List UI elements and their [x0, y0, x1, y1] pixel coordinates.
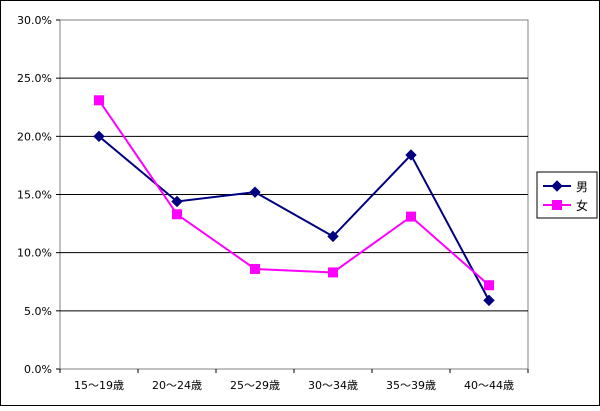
x-tick-label: 25～29歳 [230, 379, 280, 392]
data-point [93, 130, 105, 143]
series-group [93, 95, 495, 307]
series-line [98, 99, 490, 286]
series-male [93, 130, 495, 307]
data-point [172, 209, 182, 220]
y-tick-label: 15.0% [17, 189, 52, 202]
data-point [171, 195, 183, 208]
legend-label: 男 [576, 180, 588, 194]
x-axis-ticks: 15～19歳 20～24歳 25～29歳 30～34歳 35～39歳 40～44歳 [59, 369, 529, 392]
legend-marker [551, 180, 563, 192]
y-tick-label: 10.0% [17, 247, 52, 260]
data-point [327, 230, 339, 243]
y-axis-ticks: 0.0% 5.0% 10.0% 15.0% 20.0% 25.0% 30.0% [17, 14, 60, 376]
x-tick-label: 30～34歳 [308, 379, 358, 392]
data-point [249, 186, 261, 198]
x-tick-label: 40～44歳 [464, 379, 514, 392]
gridlines [60, 77, 528, 312]
data-point [484, 280, 494, 291]
y-tick-label: 30.0% [17, 14, 52, 27]
legend-item: 男 [543, 180, 588, 194]
data-point [250, 263, 260, 274]
data-point [328, 267, 338, 278]
data-point [94, 95, 104, 106]
x-tick-label: 35～39歳 [386, 379, 436, 392]
legend-label: 女 [576, 198, 588, 213]
legend-marker [552, 200, 562, 210]
data-point [405, 149, 417, 161]
series-female [94, 95, 494, 291]
x-tick-label: 15～19歳 [74, 379, 124, 392]
legend-item: 女 [543, 198, 588, 213]
y-tick-label: 25.0% [17, 72, 52, 85]
y-tick-label: 0.0% [24, 363, 52, 376]
y-tick-label: 5.0% [24, 305, 52, 318]
data-point [406, 211, 416, 222]
x-tick-label: 20～24歳 [152, 379, 202, 392]
y-tick-label: 20.0% [17, 130, 52, 143]
legend-box [536, 171, 598, 219]
series-line [98, 135, 490, 301]
data-point [483, 294, 495, 307]
legend: 男女 [536, 171, 598, 219]
